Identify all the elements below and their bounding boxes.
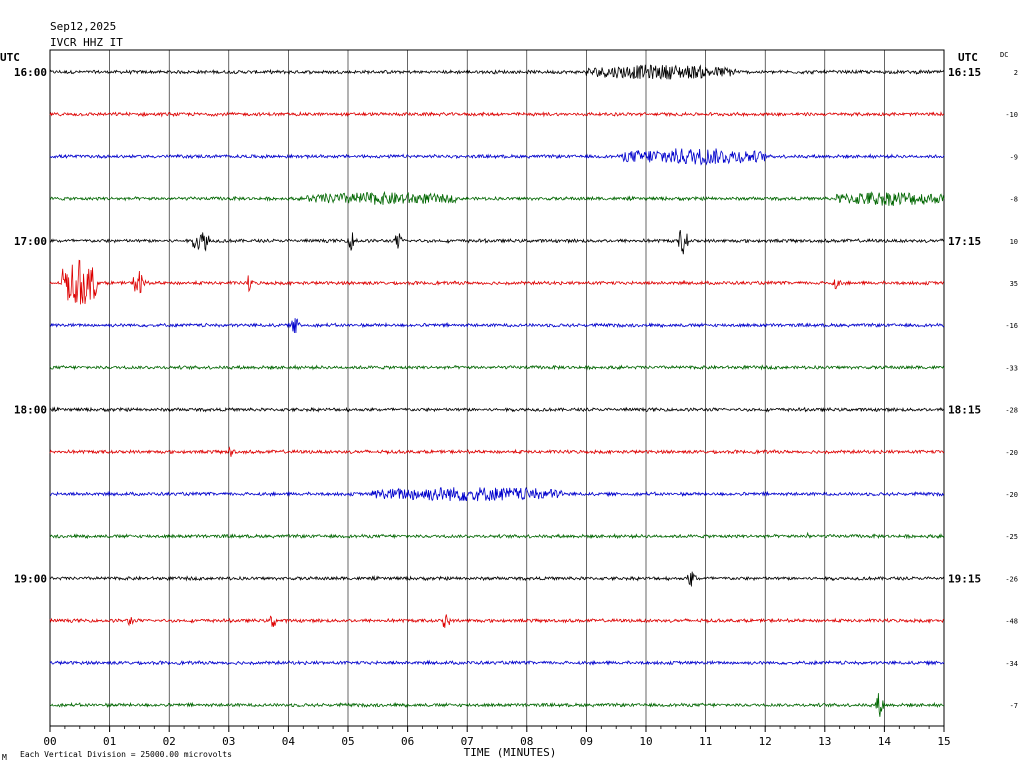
corner-mark: M [2, 753, 7, 762]
row-time-left: 17:00 [14, 235, 47, 248]
x-tick-label: 09 [580, 735, 593, 748]
row-dc-value: -7 [1010, 702, 1018, 710]
row-time-right: 18:15 [948, 404, 981, 417]
seismic-traces [49, 64, 945, 717]
row-labels: 16:00 16:15 2 -10 -9 -8 17:00 17:15 10 35 -16 -33 18… [14, 66, 1018, 710]
x-axis-title: TIME (MINUTES) [464, 746, 557, 759]
trace-row-9 [49, 446, 945, 457]
trace-row-4 [50, 230, 945, 255]
row-time-right: 17:15 [948, 235, 981, 248]
trace-row-15 [49, 693, 945, 717]
trace-row-7 [49, 364, 945, 371]
x-tick-label: 10 [639, 735, 652, 748]
row-dc-value: -9 [1010, 153, 1018, 161]
x-tick-label: 11 [699, 735, 712, 748]
x-tick-label: 00 [43, 735, 56, 748]
station-label: IVCR HHZ IT [50, 36, 123, 49]
row-dc-value: -8 [1010, 196, 1018, 204]
x-tick-label: 02 [163, 735, 176, 748]
trace-row-5 [49, 259, 945, 305]
trace-row-2 [49, 148, 945, 166]
row-dc-value: -33 [1005, 364, 1018, 372]
x-tick-label: 14 [878, 735, 892, 748]
trace-row-1 [49, 111, 945, 118]
trace-row-14 [49, 659, 945, 667]
row-dc-value: 2 [1014, 69, 1018, 77]
row-dc-value: -16 [1005, 322, 1018, 330]
trace-row-8 [49, 406, 945, 413]
x-tick-label: 12 [759, 735, 772, 748]
utc-left-label: UTC [0, 51, 20, 64]
row-dc-value: -34 [1005, 660, 1018, 668]
x-tick-label: 01 [103, 735, 116, 748]
x-tick-label: 06 [401, 735, 414, 748]
dc-header-label: DC [1000, 51, 1008, 59]
row-time-right: 16:15 [948, 66, 981, 79]
x-tick-label: 13 [818, 735, 831, 748]
x-axis-ticks: 00 01 02 03 04 05 06 07 08 09 10 11 12 13 14 15 [43, 726, 951, 748]
x-tick-label: 03 [222, 735, 235, 748]
row-dc-value: -10 [1005, 111, 1018, 119]
x-tick-label: 04 [282, 735, 296, 748]
x-tick-label: 07 [461, 735, 474, 748]
trace-row-12 [49, 571, 945, 587]
trace-row-13 [49, 614, 944, 628]
utc-right-label: UTC [958, 51, 978, 64]
row-time-left: 18:00 [14, 404, 47, 417]
trace-row-10 [49, 487, 945, 502]
row-dc-value: -20 [1005, 449, 1018, 457]
x-tick-label: 08 [520, 735, 533, 748]
row-dc-value: -25 [1005, 533, 1018, 541]
row-time-left: 16:00 [14, 66, 47, 79]
row-dc-value: -26 [1005, 575, 1018, 583]
trace-row-6 [50, 318, 945, 334]
scale-note: Each Vertical Division = 25000.00 microv… [20, 750, 232, 759]
vertical-gridlines [49, 50, 945, 726]
trace-row-0 [49, 64, 945, 80]
trace-row-3 [49, 190, 945, 206]
row-dc-value: 10 [1010, 238, 1018, 246]
trace-row-11 [49, 531, 945, 540]
x-tick-label: 05 [341, 735, 354, 748]
row-time-right: 19:15 [948, 572, 981, 585]
row-dc-value: -28 [1005, 407, 1018, 415]
row-time-left: 19:00 [14, 572, 47, 585]
row-dc-value: 35 [1010, 280, 1018, 288]
row-dc-value: -20 [1005, 491, 1018, 499]
row-dc-value: -48 [1005, 618, 1018, 626]
x-tick-label: 15 [937, 735, 950, 748]
date-label: Sep12,2025 [50, 20, 116, 33]
